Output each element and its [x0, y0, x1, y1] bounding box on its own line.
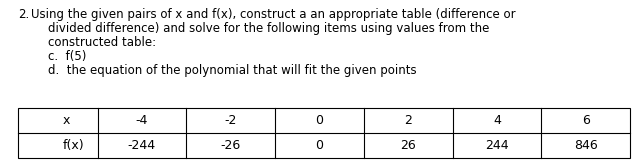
- Text: -244: -244: [128, 139, 156, 152]
- Text: 2: 2: [404, 114, 412, 127]
- Bar: [18, 108, 630, 158]
- Text: c.  f(5): c. f(5): [48, 50, 87, 63]
- Text: divided difference) and solve for the following items using values from the: divided difference) and solve for the fo…: [48, 22, 489, 35]
- Text: -4: -4: [135, 114, 148, 127]
- Text: 6: 6: [582, 114, 589, 127]
- Text: Using the given pairs of x and f(x), construct a an appropriate table (differenc: Using the given pairs of x and f(x), con…: [31, 8, 516, 21]
- Text: 4: 4: [493, 114, 501, 127]
- Text: -2: -2: [225, 114, 237, 127]
- Text: 26: 26: [400, 139, 416, 152]
- Text: -26: -26: [221, 139, 241, 152]
- Text: 846: 846: [574, 139, 598, 152]
- Text: x: x: [63, 114, 70, 127]
- Text: 244: 244: [485, 139, 508, 152]
- Text: constructed table:: constructed table:: [48, 36, 156, 49]
- Text: 0: 0: [315, 114, 324, 127]
- Text: f(x): f(x): [63, 139, 85, 152]
- Text: 0: 0: [315, 139, 324, 152]
- Text: d.  the equation of the polynomial that will fit the given points: d. the equation of the polynomial that w…: [48, 64, 417, 77]
- Text: 2.: 2.: [18, 8, 30, 21]
